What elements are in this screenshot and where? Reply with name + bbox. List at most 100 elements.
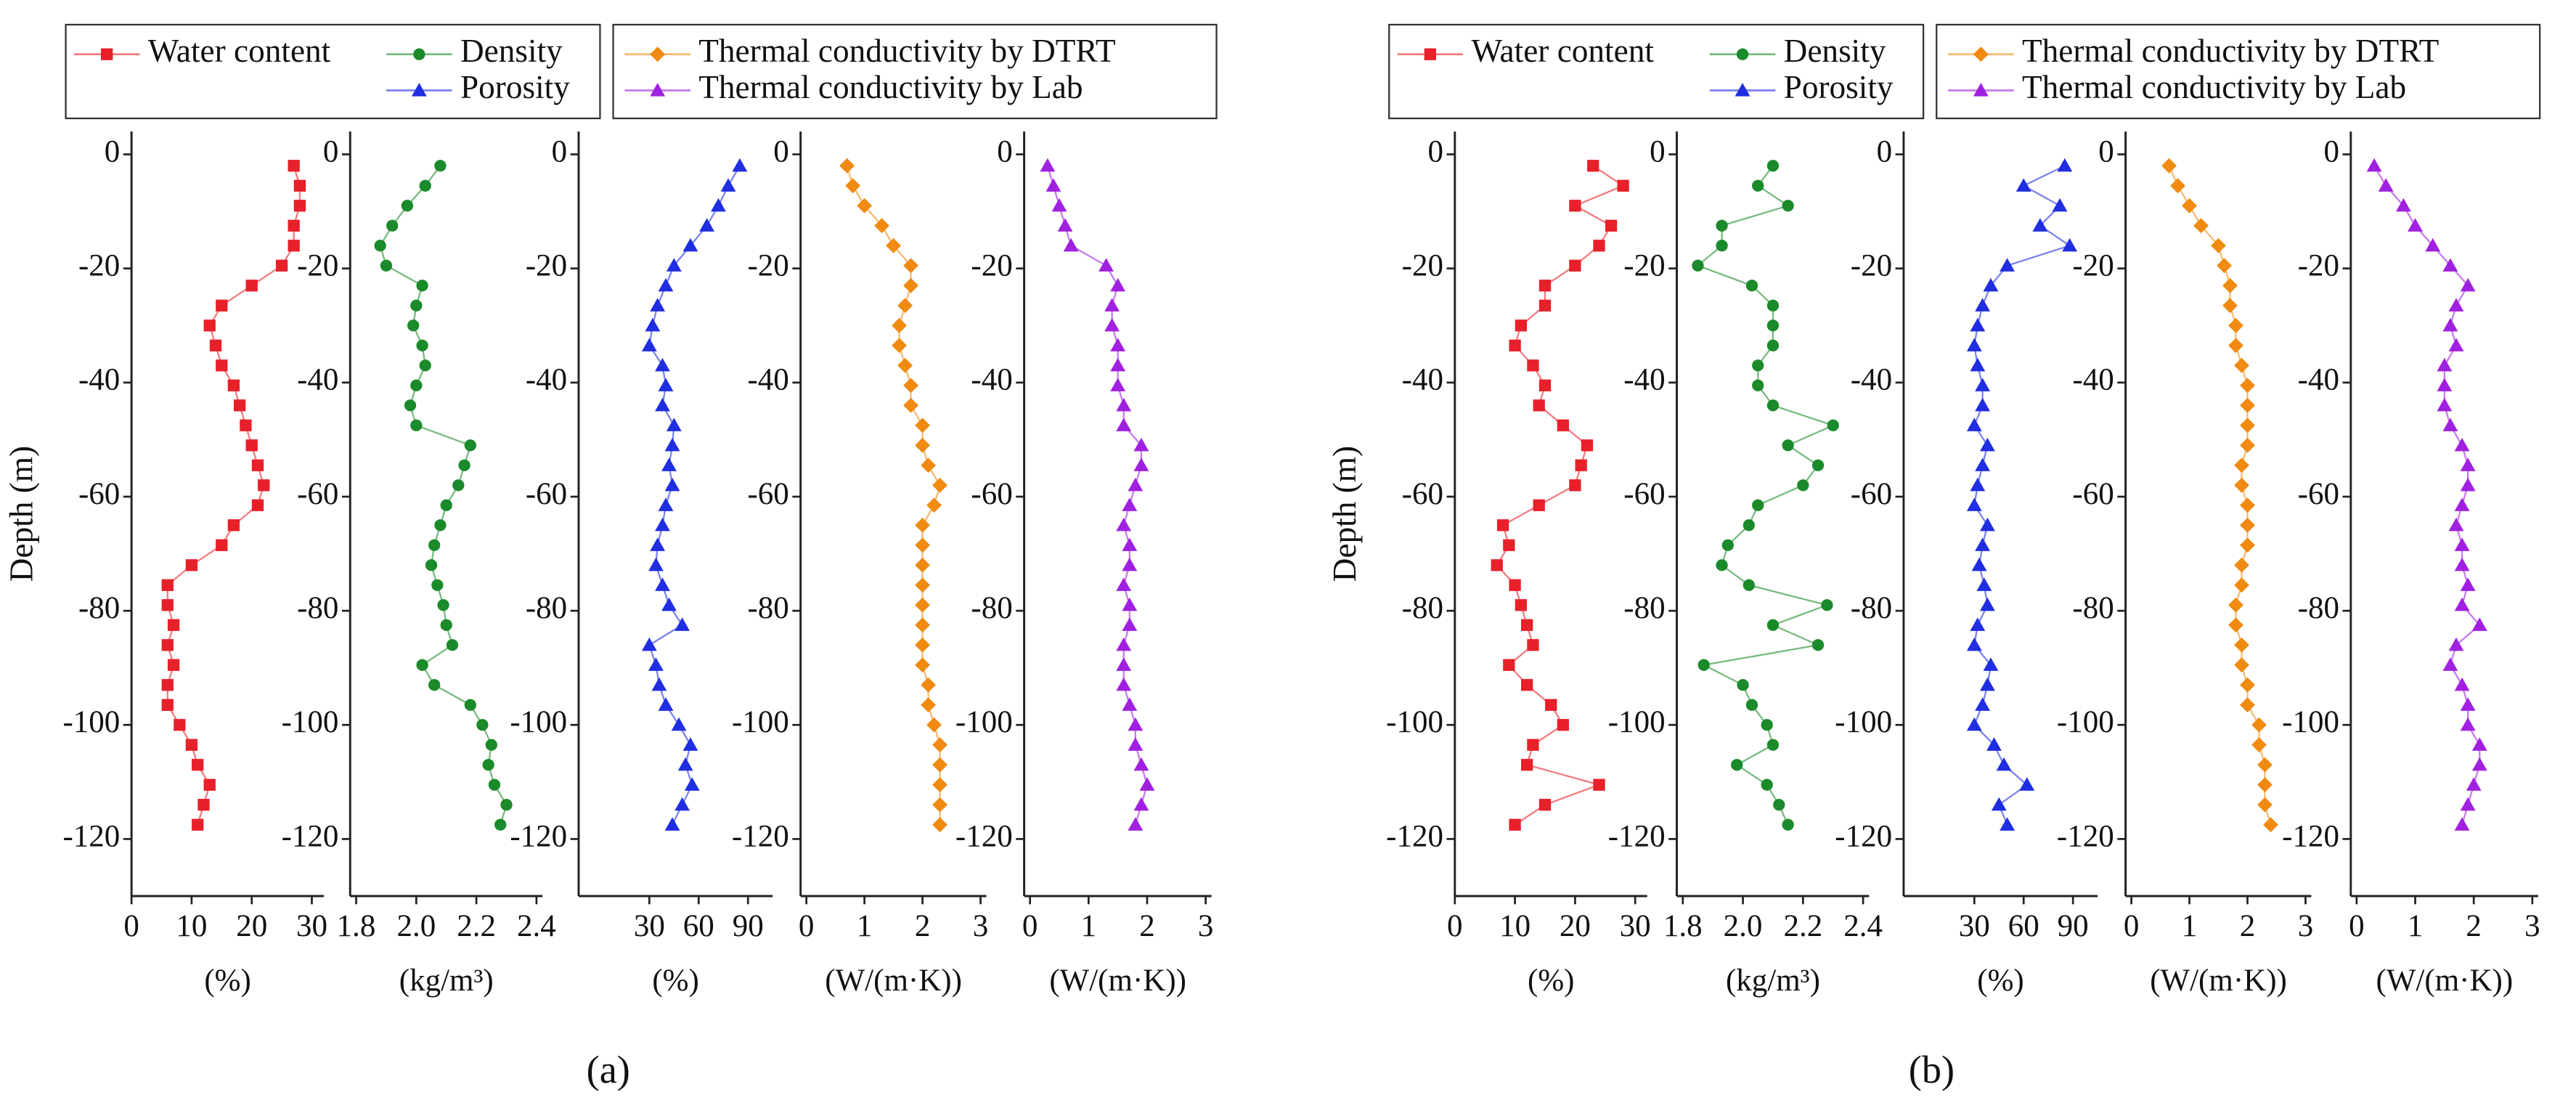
data-point [839, 158, 855, 174]
data-point [932, 777, 947, 793]
data-point [1575, 459, 1587, 471]
x-tick-label: 30 [1959, 909, 1990, 943]
data-point [161, 679, 174, 691]
y-tick-label: 0 [773, 134, 789, 168]
data-point [1745, 699, 1758, 711]
y-tick-label: -20 [971, 249, 1012, 283]
x-tick-label: 0 [2349, 909, 2365, 943]
data-point [216, 299, 228, 312]
data-point [1996, 757, 2012, 771]
data-point [1752, 499, 1764, 511]
data-point [1827, 419, 1839, 431]
y-tick-label: -80 [747, 591, 788, 625]
data-point [2228, 597, 2243, 613]
x-tick-label: 2.0 [1724, 909, 1763, 943]
data-point [452, 479, 465, 492]
y-tick-label: -60 [1851, 477, 1892, 511]
data-point [2257, 797, 2273, 813]
data-point [419, 179, 431, 192]
y-tick-label: 0 [552, 134, 568, 168]
x-tick-label: 2.4 [1843, 909, 1883, 943]
y-tick-label: -40 [297, 363, 338, 397]
data-point [2460, 477, 2476, 492]
data-point [886, 237, 902, 253]
data-point [209, 339, 222, 351]
data-point [2460, 457, 2476, 471]
data-point [915, 617, 930, 633]
data-point [1122, 617, 1138, 631]
x-axis-label: (W/(m·K)) [2376, 964, 2514, 998]
data-point [1533, 499, 1545, 511]
data-point [1766, 738, 1780, 751]
y-tick-label: 0 [2323, 134, 2339, 168]
x-axis-label: (%) [1977, 964, 2023, 998]
data-point [655, 517, 670, 532]
y-tick-label: -80 [2072, 591, 2114, 625]
data-point [1966, 717, 1982, 731]
data-point [915, 637, 930, 653]
legend-label: Thermal conductivity by DTRT [698, 33, 1115, 69]
data-point [1980, 677, 1995, 691]
data-point [661, 457, 677, 471]
data-point [1975, 397, 1991, 412]
data-point [2257, 777, 2273, 793]
data-point [1515, 599, 1528, 611]
data-point [2228, 338, 2243, 354]
data-point [1545, 699, 1557, 711]
data-point [897, 298, 913, 314]
data-point [440, 619, 452, 631]
data-point [915, 537, 930, 553]
data-point [167, 659, 180, 671]
data-point [1110, 338, 1126, 351]
data-point [1752, 359, 1764, 372]
data-point [2454, 537, 2470, 551]
data-point [2234, 657, 2249, 673]
data-point [903, 277, 918, 293]
data-point [932, 477, 947, 493]
x-tick-label: 0 [2124, 909, 2140, 943]
data-point [203, 778, 216, 791]
data-point [2240, 537, 2255, 553]
data-point [2240, 378, 2255, 394]
data-point [197, 799, 210, 811]
data-point [1991, 797, 2007, 811]
data-point [1980, 517, 1995, 532]
y-tick-label: -40 [2072, 363, 2114, 397]
y-tick-label: -40 [971, 363, 1012, 397]
data-point [2161, 158, 2177, 174]
x-tick-label: 0 [1022, 909, 1038, 943]
y-tick-label: -120 [1608, 819, 1666, 853]
data-point [464, 699, 476, 711]
data-point [2057, 158, 2073, 172]
data-point [1811, 639, 1825, 651]
data-point [658, 497, 674, 511]
data-point [1766, 339, 1780, 351]
data-point [1975, 457, 1991, 471]
data-point [1766, 320, 1780, 332]
data-point [1533, 399, 1545, 412]
x-tick-label: 30 [1620, 909, 1651, 943]
data-point [1773, 799, 1785, 811]
data-point [1110, 277, 1126, 292]
y-tick-label: 0 [1877, 134, 1893, 168]
data-point [2234, 477, 2249, 493]
series-line [2373, 165, 2481, 826]
data-point [666, 418, 682, 431]
data-point [2442, 657, 2458, 671]
data-point [2228, 617, 2243, 633]
data-point [2448, 637, 2464, 651]
data-point [2062, 237, 2078, 252]
data-point [2240, 697, 2255, 713]
x-tick-label: 1 [1081, 909, 1097, 943]
data-point [2251, 717, 2267, 733]
data-point [650, 298, 666, 312]
data-point [892, 338, 908, 354]
data-point [648, 657, 664, 671]
data-point [251, 459, 264, 471]
data-point [1581, 439, 1594, 452]
data-point [1116, 677, 1132, 691]
data-point [386, 219, 399, 232]
data-point [1527, 639, 1539, 651]
y-tick-label: -120 [1386, 819, 1443, 853]
data-point [2182, 198, 2197, 213]
